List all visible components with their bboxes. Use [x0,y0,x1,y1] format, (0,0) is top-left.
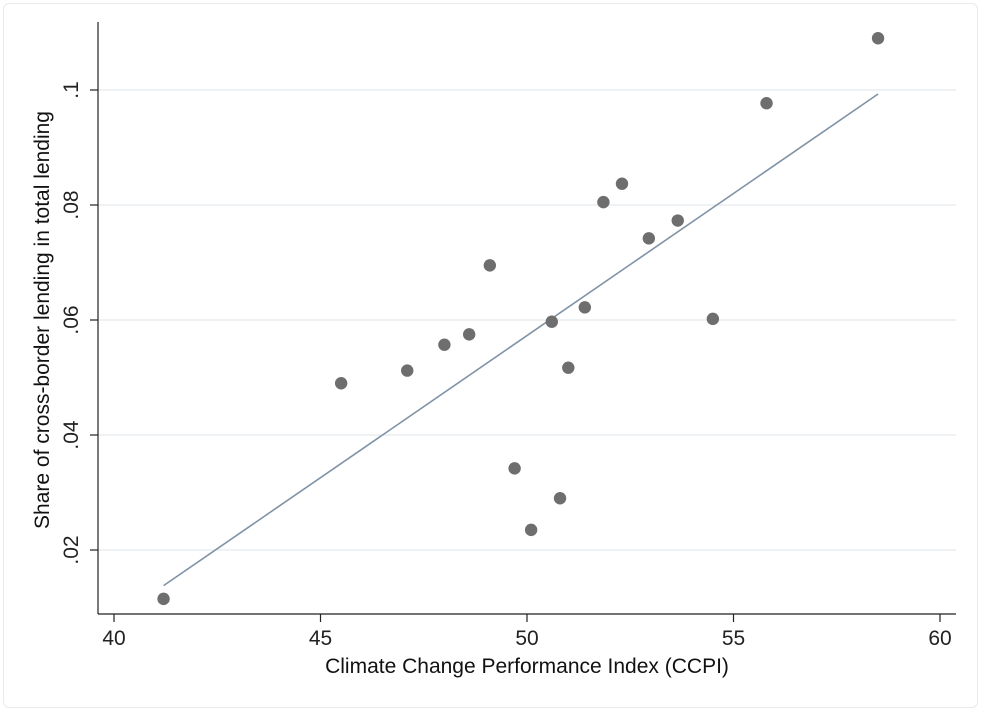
data-point-15 [671,214,684,227]
x-tick-label-4: 60 [928,627,951,650]
y-tick-label-4: .1 [60,81,83,99]
data-point-1 [334,377,348,390]
data-point-10 [562,361,575,374]
y-tick-label-3: .08 [60,190,83,219]
data-point-18 [871,32,885,45]
x-ticks: 40 45 50 55 60 [102,614,952,650]
data-point-13 [615,177,629,190]
data-point-3 [438,338,451,351]
data-points [157,32,885,606]
data-point-16 [706,312,720,326]
x-axis-title: Climate Change Performance Index (CCPI) [325,655,729,678]
data-point-14 [642,232,656,245]
data-point-2 [401,364,414,377]
y-axis-title: Share of cross-border lending in total l… [31,111,54,529]
data-point-7 [524,523,538,537]
data-point-11 [578,301,592,314]
data-point-6 [508,462,521,475]
data-point-17 [760,97,773,110]
chart-frame [3,3,978,708]
fit-line [163,93,879,587]
data-point-9 [553,492,567,505]
axes [97,22,956,615]
grid-lines [98,89,956,551]
data-point-8 [545,315,558,328]
x-tick-label-0: 40 [102,627,125,650]
y-tick-label-0: .02 [60,535,83,564]
y-tick-label-1: .04 [60,420,83,450]
x-tick-label-2: 50 [515,627,538,650]
data-point-4 [462,328,476,341]
data-point-0 [157,592,170,606]
x-tick-label-3: 55 [722,627,745,650]
y-ticks: .02 .04 .06 .08 .1 [60,81,98,565]
y-tick-label-2: .06 [60,305,83,334]
data-point-5 [483,259,497,272]
x-tick-label-1: 45 [309,627,332,650]
fit-line-group [163,93,879,587]
data-point-12 [597,195,610,209]
